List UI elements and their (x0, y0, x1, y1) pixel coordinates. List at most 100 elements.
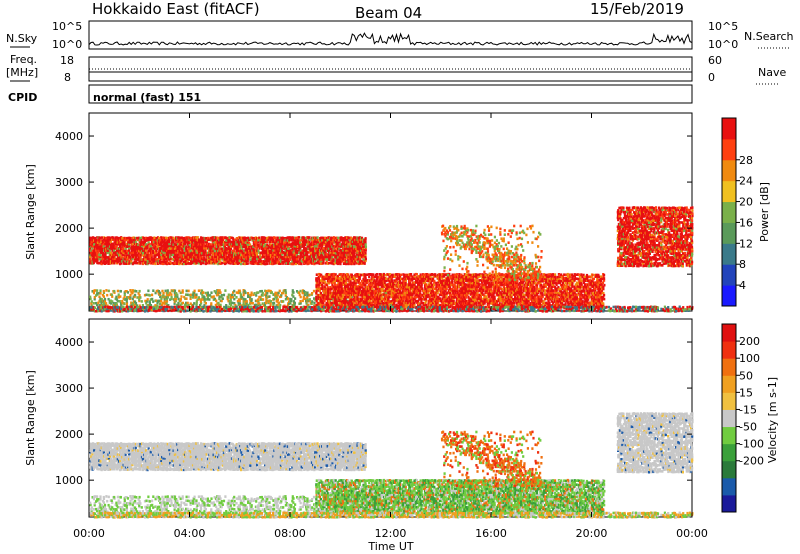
power-cell (374, 302, 376, 305)
power-cell (326, 275, 328, 278)
power-cell (150, 236, 152, 239)
power-cell (115, 302, 117, 305)
power-cell (208, 298, 210, 301)
power-cell (230, 298, 232, 301)
power-cell (159, 303, 161, 306)
power-cell (306, 292, 308, 295)
power-cell (262, 294, 264, 297)
power-cell (135, 290, 137, 293)
power-cell (221, 294, 223, 297)
power-cell (205, 302, 207, 305)
power-cell (207, 292, 209, 295)
power-cell (180, 295, 182, 298)
power-cell (235, 296, 237, 299)
power-cell (171, 296, 173, 299)
power-cell (308, 236, 310, 239)
power-cell (149, 294, 151, 297)
power-cell (103, 290, 105, 293)
power-cell (309, 298, 311, 301)
power-cell (159, 292, 161, 295)
power-cell (434, 273, 436, 276)
power-cell (300, 263, 302, 266)
power-cell (284, 289, 286, 292)
power-cell (433, 284, 435, 287)
power-cell (274, 237, 276, 240)
power-cell (289, 258, 291, 261)
power-cell (313, 302, 315, 305)
nsky-label: N.Sky (6, 32, 38, 45)
power-cell (193, 302, 195, 305)
power-cell (96, 292, 98, 295)
power-cell (186, 290, 188, 293)
power-cell (115, 296, 117, 299)
power-cell (93, 302, 95, 305)
power-cell (222, 297, 224, 300)
power-cell (180, 292, 182, 295)
power-cell (309, 294, 311, 297)
power-cell (182, 289, 184, 292)
power-cell (251, 298, 253, 301)
power-cell (195, 293, 197, 296)
power-cell (335, 273, 337, 276)
power-cell (273, 302, 275, 305)
power-cell (107, 236, 109, 239)
nave-label: Nave (758, 66, 786, 79)
power-cell (105, 302, 107, 305)
power-cell (112, 237, 114, 240)
power-cell (140, 239, 142, 242)
power-cell (210, 291, 212, 294)
power-cell (152, 289, 154, 292)
power-cell (354, 236, 356, 239)
power-cell (270, 300, 272, 303)
power-cell (104, 298, 106, 301)
power-cell (322, 262, 324, 265)
power-cell (91, 300, 93, 303)
power-cell (145, 294, 147, 297)
power-cell (315, 296, 317, 299)
freq-label-unit: [MHz] (6, 66, 38, 79)
power-cell (197, 236, 199, 239)
power-cell (161, 290, 163, 293)
power-cell (337, 237, 339, 240)
power-cell (233, 298, 235, 301)
power-cell (262, 292, 264, 295)
power-cell (99, 289, 101, 292)
power-cell (194, 290, 196, 293)
power-cell (221, 300, 223, 303)
freq-label-top: Freq. (10, 53, 37, 66)
power-cell (99, 254, 101, 257)
power-cell (292, 291, 294, 294)
power-cell (264, 243, 266, 246)
power-cell (383, 293, 385, 296)
power-cell (372, 273, 374, 276)
power-cell (313, 254, 315, 257)
date-title: 15/Feb/2019 (590, 0, 684, 18)
power-cell (316, 273, 318, 276)
power-cell (233, 250, 235, 253)
power-cell (368, 276, 370, 279)
power-cell (246, 300, 248, 303)
power-cell (154, 263, 156, 266)
power-cell (223, 294, 225, 297)
power-cell (333, 258, 335, 261)
power-cell (96, 289, 98, 292)
power-cell (364, 241, 366, 244)
power-cell (266, 292, 268, 295)
power-cell (158, 300, 160, 303)
power-cell (311, 300, 313, 303)
power-cell (294, 302, 296, 305)
power-cell (176, 294, 178, 297)
power-cell (365, 246, 367, 249)
power-cell (366, 273, 368, 276)
power-cell (141, 300, 143, 303)
power-cell (120, 290, 122, 293)
power-cell (279, 290, 281, 293)
power-cell (345, 282, 347, 285)
power-cell (219, 291, 221, 294)
power-cell (290, 298, 292, 301)
power-cell (428, 273, 430, 276)
cpid-label: CPID (8, 91, 37, 104)
power-cell (257, 298, 259, 301)
power-cell (247, 262, 249, 265)
power-cell (111, 293, 113, 296)
